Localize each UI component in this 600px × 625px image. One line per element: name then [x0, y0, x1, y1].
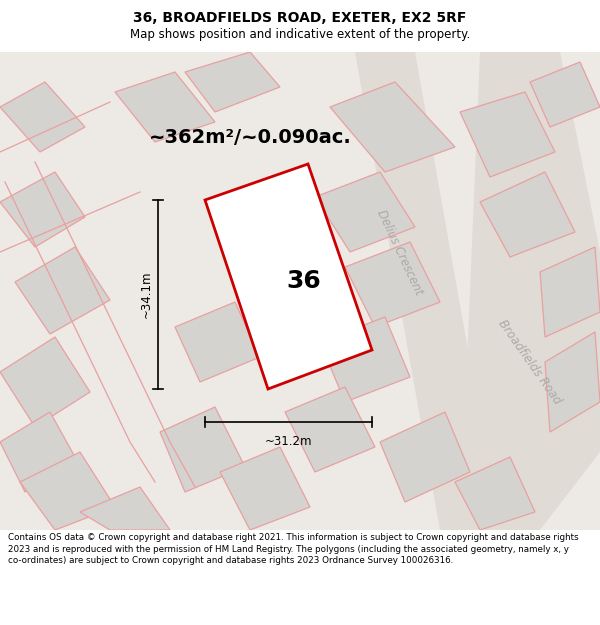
Polygon shape: [545, 332, 600, 432]
Polygon shape: [320, 317, 410, 402]
Text: Delius Crescent: Delius Crescent: [374, 208, 425, 297]
Polygon shape: [460, 92, 555, 177]
Polygon shape: [0, 172, 85, 247]
Polygon shape: [0, 412, 75, 492]
Polygon shape: [115, 72, 215, 142]
Polygon shape: [0, 82, 85, 152]
Text: Contains OS data © Crown copyright and database right 2021. This information is : Contains OS data © Crown copyright and d…: [8, 533, 578, 566]
Text: 36, BROADFIELDS ROAD, EXETER, EX2 5RF: 36, BROADFIELDS ROAD, EXETER, EX2 5RF: [133, 11, 467, 26]
Polygon shape: [160, 407, 245, 492]
Polygon shape: [185, 52, 280, 112]
Polygon shape: [220, 447, 310, 530]
Polygon shape: [0, 337, 90, 427]
Text: ~362m²/~0.090ac.: ~362m²/~0.090ac.: [149, 127, 352, 146]
Text: ~34.1m: ~34.1m: [139, 271, 152, 318]
Polygon shape: [455, 457, 535, 530]
Polygon shape: [285, 387, 375, 472]
Polygon shape: [460, 52, 600, 530]
Polygon shape: [175, 302, 260, 382]
Polygon shape: [345, 242, 440, 327]
Polygon shape: [20, 452, 115, 530]
Polygon shape: [540, 247, 600, 337]
Polygon shape: [0, 52, 600, 530]
Polygon shape: [205, 164, 372, 389]
Polygon shape: [80, 487, 170, 530]
Text: ~31.2m: ~31.2m: [265, 435, 312, 448]
Text: 36: 36: [286, 269, 320, 292]
Polygon shape: [380, 412, 470, 502]
Polygon shape: [480, 172, 575, 257]
Polygon shape: [530, 62, 600, 127]
Text: Map shows position and indicative extent of the property.: Map shows position and indicative extent…: [130, 28, 470, 41]
Polygon shape: [330, 82, 455, 172]
Polygon shape: [355, 52, 500, 530]
Polygon shape: [315, 172, 415, 252]
Polygon shape: [15, 247, 110, 334]
Text: Broadfields Road: Broadfields Road: [496, 318, 564, 407]
